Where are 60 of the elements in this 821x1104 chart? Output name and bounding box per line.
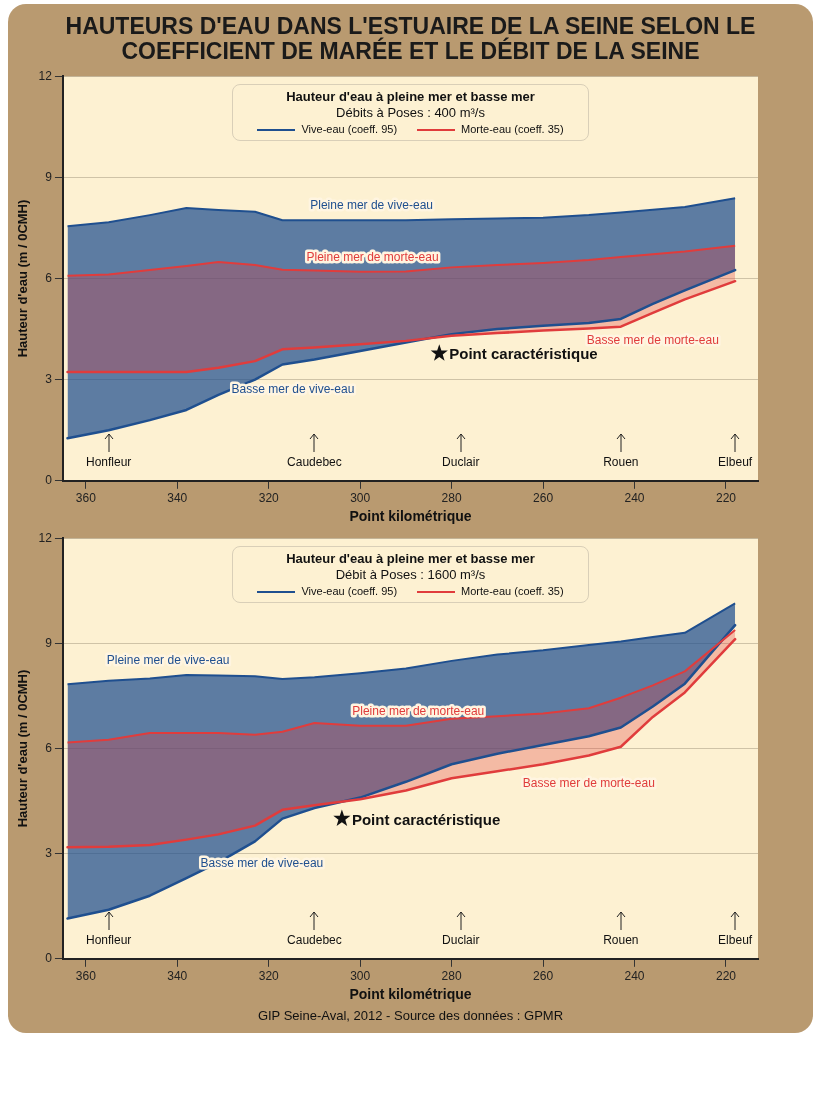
x-tick-label: 260 xyxy=(533,491,554,506)
x-tick-label: 280 xyxy=(441,491,462,506)
annotation: Pleine mer de vive-eau xyxy=(106,653,230,668)
x-tick-label: 220 xyxy=(715,491,737,506)
x-tick-label: 240 xyxy=(624,969,645,984)
x-tick-label: 240 xyxy=(624,491,645,506)
y-axis-title: Hauteur d'eau (m / 0CMH) xyxy=(15,199,31,358)
text: GIP Seine-Aval, 2012 - Source des données : GPMR xyxy=(256,1008,565,1023)
annotation: Basse mer de morte-eau xyxy=(586,333,719,348)
y-tick-label: 0 xyxy=(45,951,53,966)
x-tick-label: 340 xyxy=(167,491,188,506)
x-tick-label: 360 xyxy=(75,969,97,984)
ref-line-label: Rouen xyxy=(603,455,639,470)
annotation: Basse mer de vive-eau xyxy=(231,382,355,397)
legend-title: Hauteur d'eau à pleine mer et basse mer xyxy=(285,551,536,567)
ref-line-label: Caudebec xyxy=(287,933,342,948)
annotation: Basse mer de vive-eau xyxy=(200,856,324,871)
chart-title: HAUTEURS D'EAU DANS L'ESTUAIRE DE LA SEINE SELON LE COEFFICIENT DE MARÉE ET LE DÉBIT DE LA SEINE xyxy=(64,13,757,64)
x-tick-label: 260 xyxy=(533,969,554,984)
legend-label: Morte-eau (coeff. 35) xyxy=(461,123,564,136)
y-tick-label: 6 xyxy=(45,270,53,285)
annotation: Pleine mer de morte-eau xyxy=(306,250,439,265)
ref-line-label: Duclair xyxy=(442,455,480,470)
y-tick-label: 3 xyxy=(45,845,53,860)
text: Débit à Poses : 1600 m³/s xyxy=(334,567,487,583)
text: Débits à Poses : 400 m³/s xyxy=(335,105,486,121)
x-tick-label: 300 xyxy=(350,491,371,506)
x-tick-label: 220 xyxy=(715,969,737,984)
legend-label: Morte-eau (coeff. 35) xyxy=(461,585,564,598)
y-tick-label: 0 xyxy=(45,473,53,488)
x-tick-label: 320 xyxy=(258,969,280,984)
x-axis-title: Point kilométrique xyxy=(349,986,472,1003)
y-tick-label: 12 xyxy=(38,68,53,83)
x-tick-label: 340 xyxy=(167,969,188,984)
ref-line-label: Elbeuf xyxy=(718,933,753,948)
y-tick-label: 12 xyxy=(38,530,53,545)
annotation: Basse mer de morte-eau xyxy=(522,775,655,790)
y-tick-label: 9 xyxy=(45,635,53,650)
ref-line-label: Duclair xyxy=(442,933,480,948)
annotation: Pleine mer de vive-eau xyxy=(310,198,433,213)
legend-title: Hauteur d'eau à pleine mer et basse mer xyxy=(285,89,536,105)
annotation: Point caractéristique xyxy=(449,345,598,363)
y-tick-label: 9 xyxy=(45,169,53,184)
ref-line-label: Honfleur xyxy=(86,455,132,470)
x-tick-label: 300 xyxy=(350,969,371,984)
ref-line-label: Rouen xyxy=(603,933,639,948)
ref-line-label: Elbeuf xyxy=(718,455,753,470)
ref-line-label: Honfleur xyxy=(86,933,132,948)
x-tick-label: 320 xyxy=(258,491,280,506)
x-axis-title: Point kilométrique xyxy=(349,508,472,525)
annotation: Point caractéristique xyxy=(351,810,501,828)
y-tick-label: 6 xyxy=(45,740,53,755)
y-tick-label: 3 xyxy=(45,371,53,386)
x-tick-label: 280 xyxy=(441,969,462,984)
legend-label: Vive-eau (coeff. 95) xyxy=(301,123,398,136)
legend-label: Vive-eau (coeff. 95) xyxy=(301,585,398,598)
x-tick-label: 360 xyxy=(75,491,97,506)
annotation: Pleine mer de morte-eau xyxy=(352,704,485,719)
y-axis-title: Hauteur d'eau (m / 0CMH) xyxy=(15,669,31,828)
ref-line-label: Caudebec xyxy=(287,455,342,470)
